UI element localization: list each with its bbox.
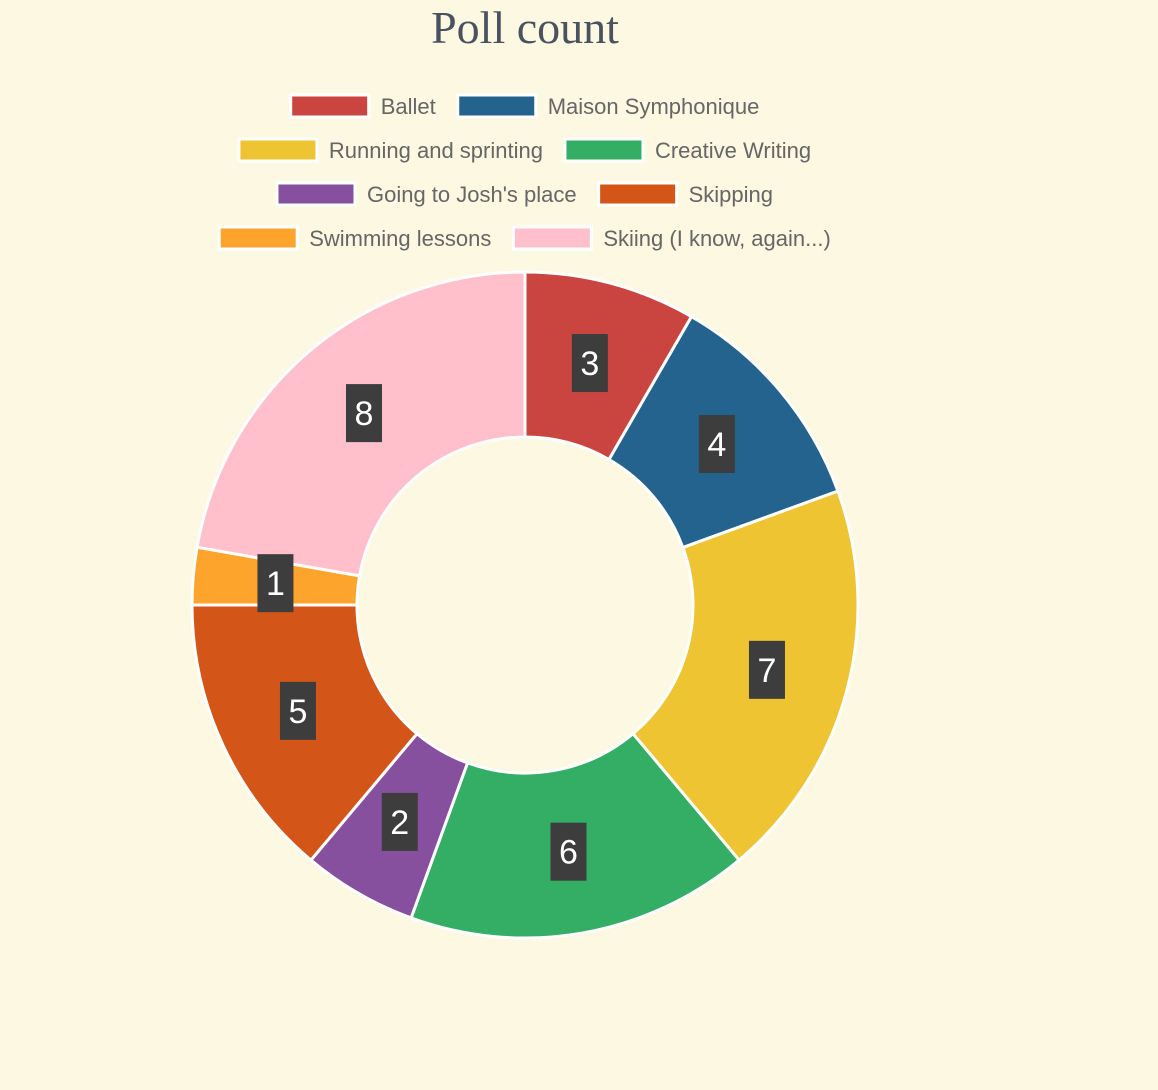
svg-text:7: 7 [758,652,777,690]
legend-swatch-skiing-i-know-again[interactable] [511,225,593,251]
svg-text:6: 6 [559,834,578,872]
value-label-ballet: 3 [571,334,608,393]
legend-label-creative-writing[interactable]: Creative Writing [655,138,811,163]
slice-running-and-sprinting[interactable] [630,489,860,863]
legend-swatch-swimming-lessons[interactable] [217,225,299,251]
legend-swatch-going-to-josh-s-place[interactable] [275,181,357,207]
legend-label-ballet[interactable]: Ballet [381,94,436,119]
value-label-running-and-sprinting: 7 [748,640,785,699]
svg-text:3: 3 [580,345,599,383]
legend-label-swimming-lessons[interactable]: Swimming lessons [309,226,491,251]
value-label-creative-writing: 6 [550,822,587,881]
chart-title: Poll count [431,2,619,53]
value-label-maison-symphonique: 4 [698,414,735,473]
legend-label-running-and-sprinting[interactable]: Running and sprinting [329,138,543,163]
svg-text:1: 1 [266,565,285,603]
legend-label-skipping[interactable]: Skipping [689,182,773,207]
svg-text:4: 4 [707,426,726,464]
svg-text:8: 8 [355,395,374,433]
legend-swatch-running-and-sprinting[interactable] [237,137,319,163]
svg-text:5: 5 [289,693,308,731]
legend-label-going-to-josh-s-place[interactable]: Going to Josh's place [367,182,577,207]
legend-label-skiing-i-know-again[interactable]: Skiing (I know, again...) [603,226,830,251]
value-label-skiing-i-know-again: 8 [345,384,382,443]
svg-text:2: 2 [390,804,409,842]
legend-swatch-maison-symphonique[interactable] [456,93,538,119]
legend-swatch-skipping[interactable] [597,181,679,207]
value-label-going-to-josh-s-place: 2 [381,792,418,851]
legend-swatch-creative-writing[interactable] [563,137,645,163]
legend-label-maison-symphonique[interactable]: Maison Symphonique [548,94,760,119]
value-label-swimming-lessons: 1 [257,554,294,613]
value-label-skipping: 5 [279,681,316,740]
chart-value-labels: 3 4 7 6 2 5 1 8 [257,334,785,881]
legend-swatch-ballet[interactable] [289,93,371,119]
